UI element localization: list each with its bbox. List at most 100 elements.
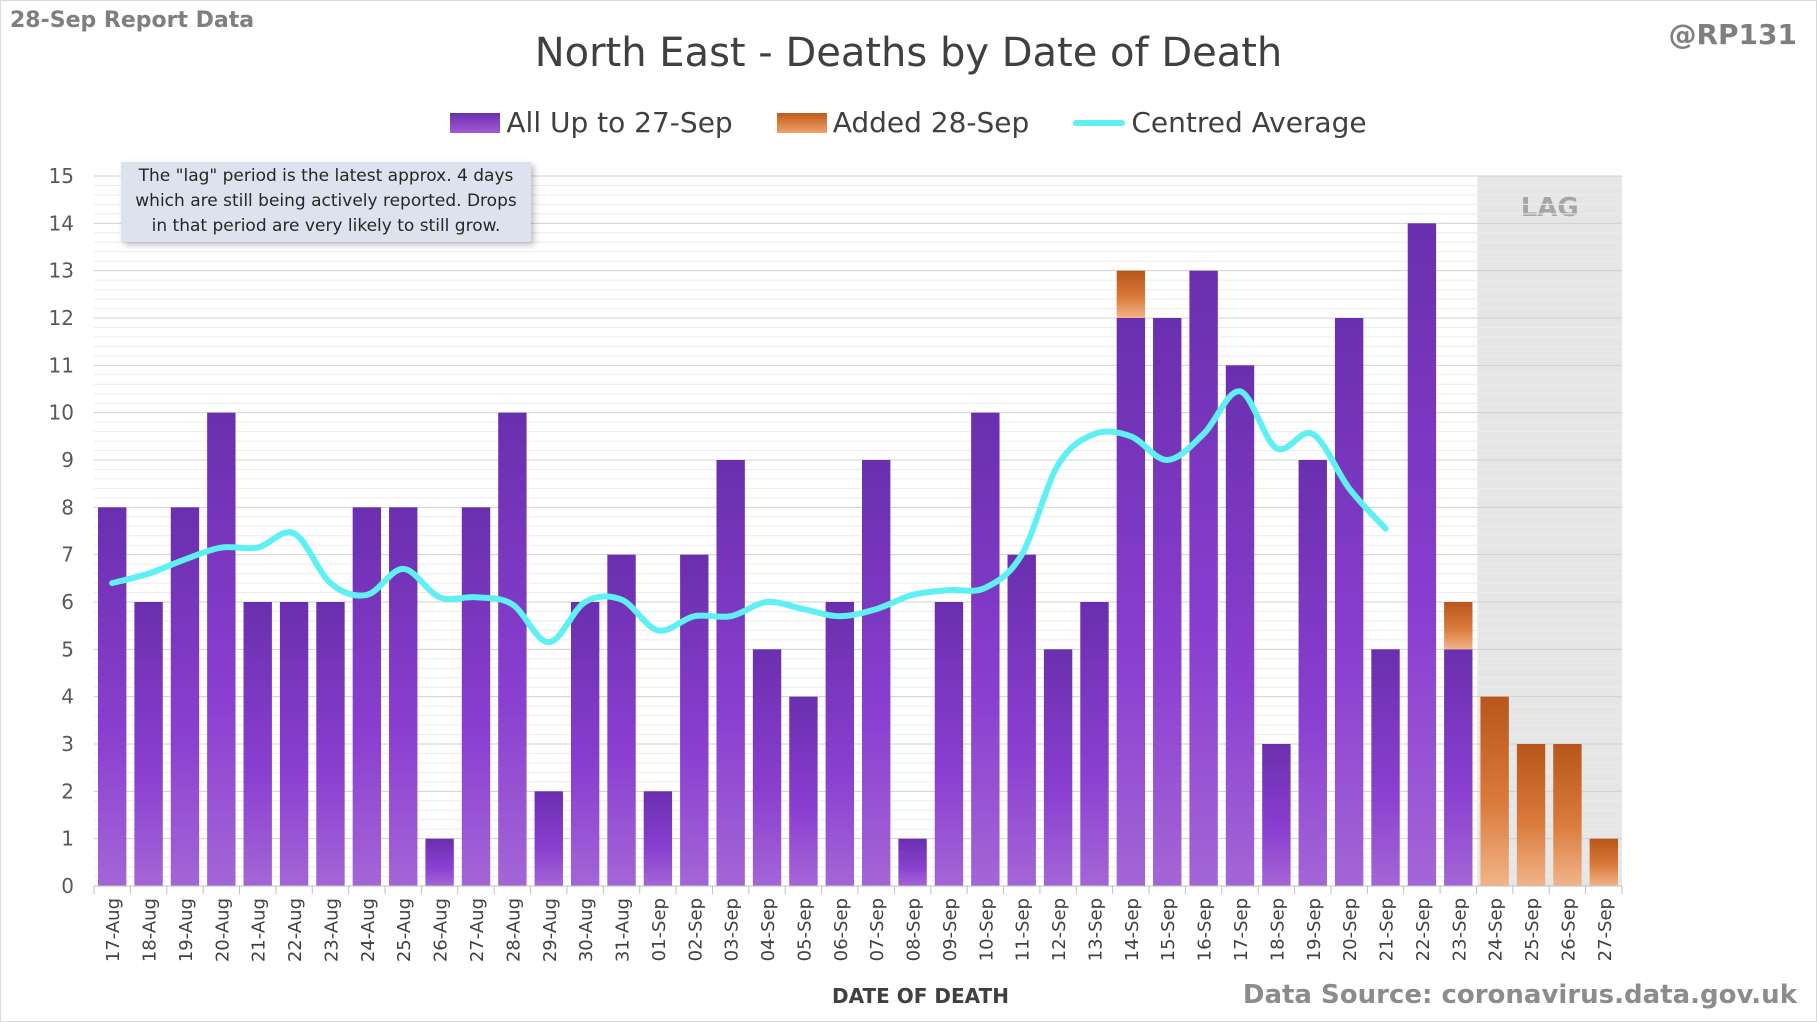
bar-all-up-to-27-sep	[1225, 365, 1255, 886]
bar-all-up-to-27-sep	[352, 507, 382, 886]
lag-label: LAG	[1521, 193, 1579, 223]
legend-swatch-orange	[776, 112, 827, 133]
y-tick-label: 15	[49, 164, 74, 188]
x-tick-label: 03-Sep	[722, 898, 743, 961]
bar-all-up-to-27-sep	[643, 791, 673, 886]
bar-all-up-to-27-sep	[752, 649, 782, 886]
y-tick-label: 7	[61, 543, 74, 567]
x-tick-label: 25-Sep	[1522, 898, 1543, 961]
x-tick-label: 02-Sep	[685, 898, 706, 961]
bar-all-up-to-27-sep	[825, 602, 854, 886]
lag-note: The "lag" period is the latest approx. 4…	[121, 162, 531, 242]
author-handle: @RP131	[1668, 18, 1797, 51]
bar-all-up-to-27-sep	[498, 412, 527, 886]
bar-all-up-to-27-sep	[461, 507, 491, 886]
bar-added-28-sep	[1516, 744, 1546, 886]
x-tick-label: 23-Sep	[1449, 898, 1470, 961]
x-tick-label: 24-Sep	[1486, 898, 1507, 961]
bar-all-up-to-27-sep	[1371, 649, 1400, 886]
bar-all-up-to-27-sep	[243, 602, 272, 886]
bar-all-up-to-27-sep	[1407, 223, 1437, 887]
bar-all-up-to-27-sep	[534, 791, 563, 886]
x-tick-label: 31-Aug	[613, 898, 634, 962]
bar-all-up-to-27-sep	[98, 507, 127, 886]
x-tick-label: 22-Sep	[1413, 898, 1434, 961]
x-tick-label: 06-Sep	[831, 898, 852, 961]
bar-all-up-to-27-sep	[279, 602, 309, 886]
bar-added-28-sep	[1480, 696, 1509, 886]
x-tick-label: 15-Sep	[1158, 898, 1179, 961]
x-tick-label: 12-Sep	[1049, 898, 1070, 961]
x-tick-label: 17-Aug	[103, 898, 124, 962]
x-tick-label: 18-Aug	[140, 898, 161, 962]
data-source: Data Source: coronavirus.data.gov.uk	[1242, 980, 1797, 1010]
bar-added-28-sep	[1553, 744, 1582, 886]
x-tick-label: 05-Sep	[794, 898, 815, 961]
x-tick-label: 22-Aug	[285, 898, 306, 962]
y-tick-label: 2	[61, 779, 74, 803]
x-tick-label: 26-Aug	[431, 898, 452, 962]
x-tick-label: 25-Aug	[394, 898, 415, 962]
centred-average-line	[109, 388, 1389, 646]
x-tick-label: 10-Sep	[976, 898, 997, 961]
y-tick-label: 9	[61, 448, 74, 472]
bar-all-up-to-27-sep	[316, 602, 345, 886]
report-label: 28-Sep Report Data	[10, 8, 255, 33]
y-tick-label: 8	[61, 495, 74, 519]
bar-all-up-to-27-sep	[389, 507, 418, 886]
x-tick-label: 20-Sep	[1340, 898, 1361, 961]
x-tick-label: 30-Aug	[576, 898, 597, 962]
x-tick-label: 09-Sep	[940, 898, 961, 961]
bar-all-up-to-27-sep	[716, 460, 745, 886]
x-tick-label: 21-Aug	[249, 898, 270, 962]
legend-item-all: All Up to 27-Sep	[450, 106, 733, 139]
bar-all-up-to-27-sep	[1334, 318, 1364, 886]
bar-all-up-to-27-sep	[1298, 460, 1327, 886]
bar-all-up-to-27-sep	[207, 412, 236, 886]
bar-all-up-to-27-sep	[134, 602, 163, 886]
x-tick-label: 07-Sep	[867, 898, 888, 961]
x-tick-label: 26-Sep	[1558, 898, 1579, 961]
y-tick-label: 3	[61, 732, 74, 756]
x-tick-label: 17-Sep	[1231, 898, 1252, 961]
x-tick-label: 27-Aug	[467, 898, 488, 962]
bar-all-up-to-27-sep	[1043, 649, 1073, 886]
x-tick-label: 19-Aug	[176, 898, 197, 962]
x-tick-label: 29-Aug	[540, 898, 561, 962]
x-tick-label: 13-Sep	[1085, 898, 1106, 961]
legend-label-average: Centred Average	[1131, 106, 1367, 139]
x-tick-label: 23-Aug	[321, 898, 342, 962]
x-tick-label: 19-Sep	[1304, 898, 1325, 961]
x-tick-label: 01-Sep	[649, 898, 670, 961]
x-tick-label: 21-Sep	[1377, 898, 1398, 961]
x-tick-label: 04-Sep	[758, 898, 779, 961]
bar-all-up-to-27-sep	[425, 838, 454, 886]
legend-item-average: Centred Average	[1073, 106, 1367, 139]
lag-note-line-3: in that period are very likely to still …	[151, 216, 501, 236]
x-tick-label: 27-Sep	[1595, 898, 1616, 961]
bar-all-up-to-27-sep	[862, 460, 891, 886]
y-tick-label: 12	[49, 306, 74, 330]
x-tick-label: 16-Sep	[1195, 898, 1216, 961]
y-tick-label: 1	[61, 827, 74, 851]
bar-all-up-to-27-sep	[570, 602, 600, 886]
x-tick-label: 11-Sep	[1013, 898, 1034, 961]
lag-note-line-1: The "lag" period is the latest approx. 4…	[138, 166, 514, 186]
legend-label-all: All Up to 27-Sep	[506, 106, 733, 139]
bar-all-up-to-27-sep	[971, 412, 1000, 886]
y-tick-label: 11	[49, 353, 74, 377]
bar-added-28-sep	[1116, 270, 1146, 318]
bar-all-up-to-27-sep	[1080, 602, 1109, 886]
bar-added-28-sep	[1444, 602, 1473, 650]
y-tick-label: 0	[61, 874, 74, 898]
legend: All Up to 27-Sep Added 28-Sep Centred Av…	[0, 106, 1817, 139]
bar-all-up-to-27-sep	[898, 838, 927, 886]
legend-swatch-purple	[450, 112, 501, 133]
chart-title: North East - Deaths by Date of Death	[534, 30, 1283, 76]
x-tick-label: 18-Sep	[1267, 898, 1288, 961]
x-tick-label: 20-Aug	[212, 898, 233, 962]
bar-all-up-to-27-sep	[680, 554, 709, 886]
x-tick-label: 14-Sep	[1122, 898, 1143, 961]
x-tick-label: 24-Aug	[358, 898, 379, 962]
bar-all-up-to-27-sep	[934, 602, 964, 886]
